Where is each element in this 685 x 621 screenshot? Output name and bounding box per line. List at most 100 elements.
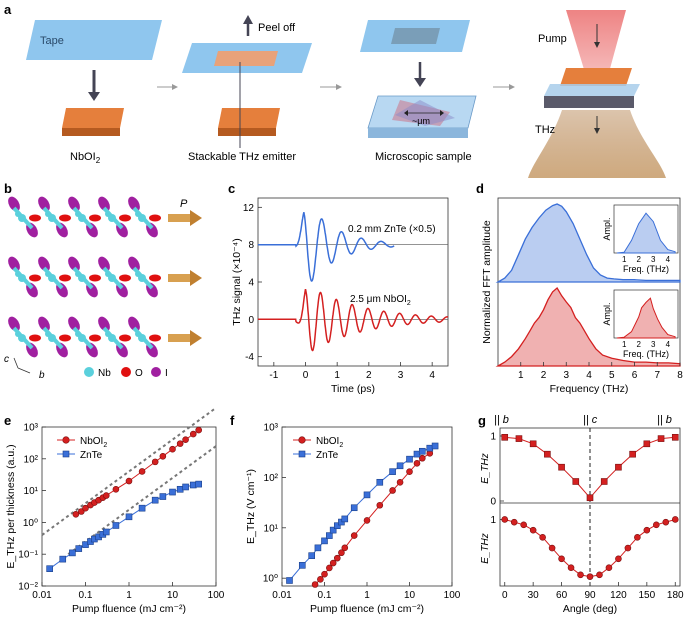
data-point bbox=[326, 532, 333, 539]
data-point bbox=[350, 532, 358, 539]
data-point bbox=[286, 577, 293, 584]
data-point bbox=[418, 447, 426, 455]
legend-f-znte-marker bbox=[298, 450, 306, 458]
y-tick-label: 10¹ bbox=[24, 486, 39, 497]
spectrum-znte bbox=[495, 203, 681, 283]
y-tick-label: 10⁰ bbox=[263, 574, 278, 585]
polarization-arrow-head bbox=[190, 210, 202, 226]
data-point bbox=[182, 483, 189, 491]
data-point bbox=[69, 549, 76, 557]
legend-nb-label: Nb bbox=[98, 368, 111, 379]
um-label: ~μm bbox=[412, 116, 430, 126]
oxygen-atom bbox=[119, 214, 131, 222]
data-point bbox=[298, 562, 306, 569]
axis-c-line bbox=[13, 357, 19, 369]
data-point bbox=[406, 468, 413, 475]
y-axis-label: E_THz bbox=[480, 453, 491, 484]
data-point bbox=[501, 433, 509, 441]
iodine-atom bbox=[68, 196, 80, 212]
panel-e: e 0.01 0.1 1 10 100 10⁻² 10⁻¹ 10⁰ 10¹ 10² 10³ Pump … bbox=[4, 407, 225, 615]
polarization-arrow-body bbox=[168, 274, 190, 282]
data-point bbox=[389, 468, 396, 475]
inset-tick-label: 3 bbox=[651, 340, 656, 349]
x-tick-label: 100 bbox=[444, 590, 461, 601]
crystal-side bbox=[62, 128, 120, 136]
data-point bbox=[515, 435, 523, 442]
panel-letter-d: d bbox=[476, 181, 484, 196]
data-point bbox=[326, 564, 333, 572]
data-point bbox=[138, 504, 146, 512]
chart-c-label-zinc: 0.2 mm ZnTe (×0.5) bbox=[348, 224, 436, 235]
x-tick-label: 60 bbox=[556, 590, 568, 601]
iodine-atom bbox=[68, 316, 80, 332]
data-point bbox=[151, 496, 159, 504]
niobium-atom bbox=[45, 331, 51, 337]
inset-y-label: Ampl. bbox=[602, 217, 612, 240]
data-point bbox=[59, 555, 67, 563]
panel-letter-g: g bbox=[478, 413, 486, 428]
data-point bbox=[102, 528, 110, 536]
niobium-atom bbox=[75, 331, 81, 337]
x-axis-label: Time (ps) bbox=[331, 383, 375, 395]
axis-b-label: b bbox=[39, 370, 45, 381]
oxygen-atom bbox=[89, 334, 101, 342]
data-point bbox=[539, 534, 546, 541]
panel-g: g 0 1 E_THz 1 E_THz 0 30 60 90 120 150 180 Angle (de… bbox=[478, 413, 684, 615]
data-point bbox=[169, 488, 176, 496]
data-point bbox=[125, 477, 133, 485]
niobium-atom bbox=[15, 271, 21, 277]
g-label-b2: || b bbox=[657, 414, 672, 426]
iodine-atom bbox=[8, 316, 20, 332]
polarization-arrows bbox=[168, 210, 202, 346]
x-tick-label: 1 bbox=[518, 370, 524, 381]
x-tick-label: 10 bbox=[167, 590, 179, 601]
flow-arrow-1-head bbox=[172, 84, 178, 90]
panel-letter-e: e bbox=[4, 413, 11, 428]
y-tick-label: 8 bbox=[248, 240, 254, 251]
inset-frame bbox=[613, 289, 679, 339]
data-point bbox=[577, 571, 584, 579]
panel-letter-c: c bbox=[228, 181, 235, 196]
data-point bbox=[529, 440, 537, 448]
iodine-atom bbox=[98, 256, 110, 272]
x-tick-label: 120 bbox=[610, 590, 627, 601]
y-tick-label: 10² bbox=[24, 454, 39, 465]
data-point bbox=[624, 544, 632, 552]
y-axis-label: E_THz (V cm⁻¹) bbox=[245, 469, 257, 544]
data-point bbox=[125, 513, 133, 521]
y-tick-label: 10⁻² bbox=[18, 582, 38, 593]
nbo-label: NbOI2 bbox=[70, 151, 101, 165]
x-tick-label: 3 bbox=[563, 370, 569, 381]
data-point bbox=[112, 485, 120, 493]
panel-letter-f: f bbox=[230, 413, 235, 428]
legend-o-dot bbox=[121, 367, 131, 377]
data-point bbox=[586, 573, 594, 580]
x-tick-label: 1 bbox=[334, 370, 340, 381]
niobium-atom bbox=[105, 331, 111, 337]
chart-c-label-nbo: 2.5 μm NbOI2 bbox=[350, 294, 411, 307]
niobium-atom bbox=[135, 331, 141, 337]
spectrum-nboi2 bbox=[495, 286, 681, 367]
series-0-2-mm-znte-0-5- bbox=[258, 212, 395, 282]
crystal-top bbox=[62, 108, 124, 128]
x-tick-label: 4 bbox=[586, 370, 592, 381]
data-point bbox=[138, 468, 146, 475]
polarization-arrow-head bbox=[190, 270, 202, 286]
niobium-atom bbox=[135, 271, 141, 277]
x-tick-label: 0.01 bbox=[272, 590, 292, 601]
niobium-atom bbox=[75, 211, 81, 217]
thz-beam bbox=[528, 110, 666, 178]
axis-c-label: c bbox=[4, 354, 9, 365]
data-point bbox=[431, 442, 439, 450]
panel-letter-b: b bbox=[4, 181, 12, 196]
inset-tick-label: 2 bbox=[637, 340, 642, 349]
data-point bbox=[671, 516, 679, 523]
x-tick-label: 2 bbox=[366, 370, 372, 381]
data-point bbox=[529, 526, 537, 534]
data-point bbox=[558, 555, 565, 563]
y-tick-label: 1 bbox=[490, 515, 496, 526]
g-label-b1: || b bbox=[494, 414, 509, 426]
data-point bbox=[629, 450, 636, 458]
x-tick-label: 7 bbox=[654, 370, 660, 381]
